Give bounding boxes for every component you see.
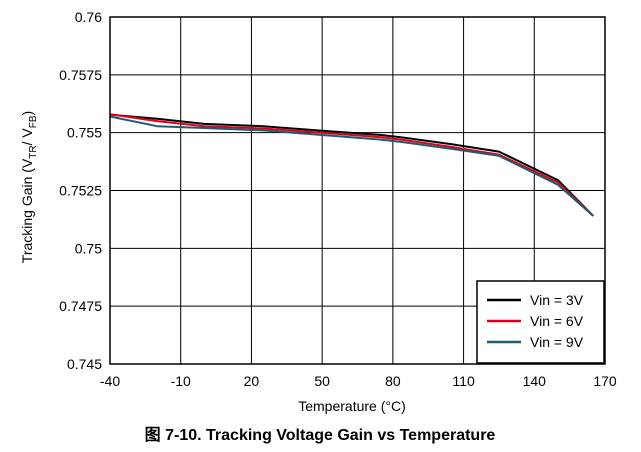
x-tick-labels: -40 -10 20 50 80 110 140 170 xyxy=(100,373,617,389)
y-axis-title-main: Tracking Gain (V xyxy=(19,158,35,263)
figure-caption: 图 7-10. Tracking Voltage Gain vs Tempera… xyxy=(145,426,496,444)
legend: Vin = 3V Vin = 6V Vin = 9V xyxy=(476,280,605,364)
y-tick-labels: 0.745 0.7475 0.75 0.7525 0.755 0.7575 0.76 xyxy=(59,9,102,372)
y-axis-title-sub-fb: FB xyxy=(28,115,39,128)
series-line-2 xyxy=(109,113,594,217)
x-tick-label: -40 xyxy=(100,373,120,389)
legend-label-1: Vin = 3V xyxy=(530,292,584,308)
y-axis-title-end: ) xyxy=(19,111,35,116)
series-line-3 xyxy=(109,115,594,217)
x-tick-label: 20 xyxy=(244,373,260,389)
x-tick-label: -10 xyxy=(171,373,191,389)
y-tick-label: 0.745 xyxy=(67,356,102,372)
y-axis-title-mid: / V xyxy=(19,128,35,146)
y-tick-label: 0.7525 xyxy=(59,183,102,199)
series-lines xyxy=(109,113,594,217)
x-tick-label: 140 xyxy=(523,373,547,389)
legend-label-3: Vin = 9V xyxy=(530,334,584,350)
legend-label-2: Vin = 6V xyxy=(530,313,584,329)
x-tick-label: 50 xyxy=(314,373,330,389)
y-tick-label: 0.7575 xyxy=(59,67,102,83)
plot-area-frame xyxy=(109,16,606,365)
x-axis-title: Temperature (°C) xyxy=(298,398,406,414)
y-tick-label: 0.76 xyxy=(75,9,102,25)
y-tick-label: 0.7475 xyxy=(59,298,102,314)
x-tick-label: 80 xyxy=(385,373,401,389)
y-tick-label: 0.755 xyxy=(67,125,102,141)
y-axis-title-sub-tr: TR xyxy=(28,145,39,158)
y-axis-title: Tracking Gain (VTR/ VFB) xyxy=(19,111,39,263)
y-tick-label: 0.75 xyxy=(75,240,102,256)
x-tick-label: 110 xyxy=(452,373,475,389)
series-line-1 xyxy=(109,113,594,217)
x-tick-label: 170 xyxy=(593,373,617,389)
